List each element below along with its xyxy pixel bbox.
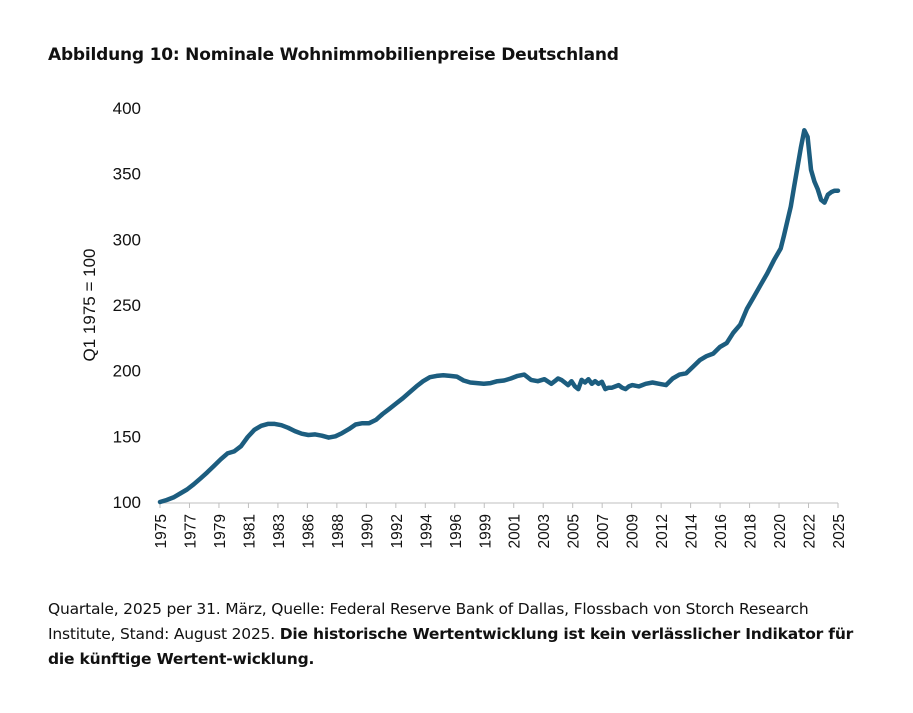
y-tick-label: 100 [113, 493, 141, 512]
x-tick-label: 1986 [300, 514, 317, 548]
x-tick-label: 2022 [802, 514, 819, 548]
x-tick-label: 1996 [448, 514, 465, 548]
y-axis-label: Q1 1975 = 100 [80, 249, 99, 362]
y-tick-label: 200 [113, 362, 141, 381]
series-line-price-index [157, 128, 841, 505]
x-tick-label: 1992 [389, 514, 406, 548]
x-tick-marks [159, 503, 839, 508]
x-tick-label: 2025 [831, 514, 848, 548]
y-tick-label: 350 [113, 165, 141, 184]
x-tick-label: 2009 [625, 514, 642, 548]
note-text: Quartale, 2025 per 31. März, Quelle: Fed… [48, 600, 809, 643]
x-tick-label: 2001 [507, 514, 524, 548]
x-tick-label: 2014 [684, 514, 701, 549]
x-tick-label: 2016 [713, 514, 730, 548]
x-tick-label: 1999 [477, 514, 494, 548]
x-tick-labels: 1975 1977 1979 1981 1983 1986 1988 1990 1992 1994… [153, 514, 848, 549]
x-tick-label: 1981 [241, 514, 258, 548]
y-tick-label: 300 [113, 230, 141, 249]
x-tick-label: 2007 [595, 514, 612, 548]
x-tick-label: 1975 [153, 514, 170, 548]
note-disclaimer: Die historische Wertentwicklung ist kein… [48, 625, 854, 668]
y-tick-labels: 100 150 200 250 300 350 400 [113, 99, 141, 512]
x-tick-label: 1983 [271, 514, 288, 548]
x-tick-label: 2012 [654, 514, 671, 548]
x-tick-label: 1990 [359, 514, 376, 549]
x-tick-label: 2020 [772, 514, 789, 549]
x-tick-label: 2003 [536, 514, 553, 548]
x-tick-label: 2005 [566, 514, 583, 548]
y-tick-label: 400 [113, 99, 141, 118]
x-tick-label: 2018 [743, 514, 760, 548]
chart-title: Abbildung 10: Nominale Wohnimmobilienpre… [48, 45, 619, 65]
x-tick-label: 1979 [212, 514, 229, 548]
x-tick-label: 1994 [418, 514, 435, 549]
chart-note: Quartale, 2025 per 31. März, Quelle: Fed… [48, 597, 878, 672]
y-tick-label: 250 [113, 296, 141, 315]
x-tick-label: 1977 [182, 514, 199, 548]
x-tick-label: 1988 [330, 514, 347, 548]
y-tick-label: 150 [113, 427, 141, 446]
